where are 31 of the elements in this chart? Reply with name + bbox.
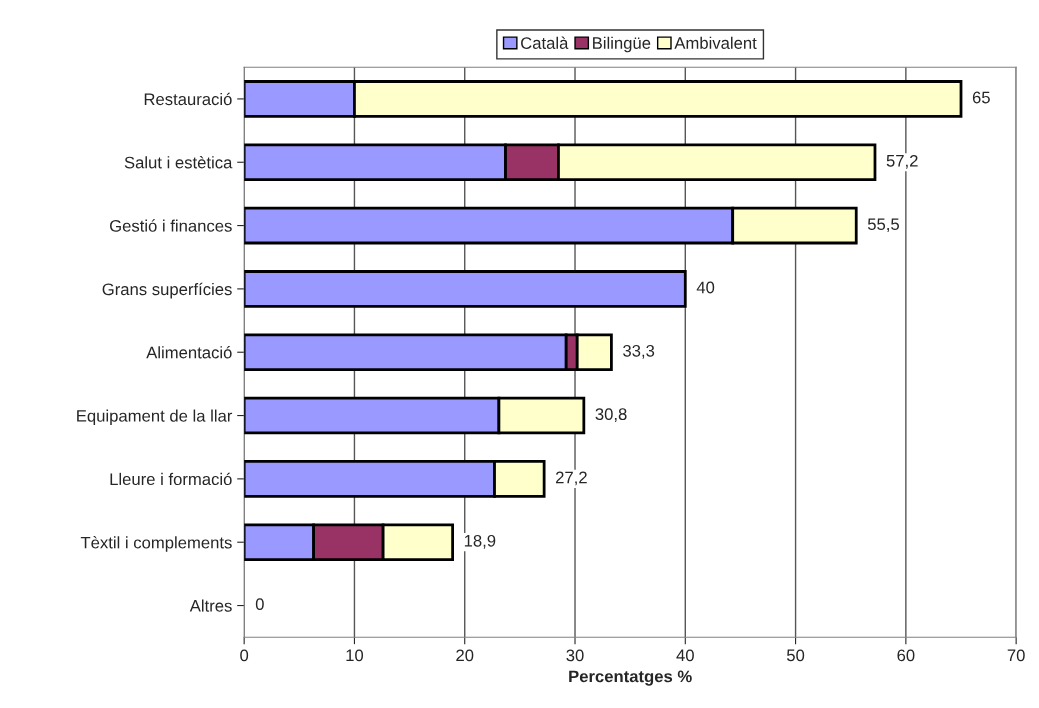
total-label: 33,3	[623, 344, 655, 359]
x-tick-label: 60	[897, 649, 915, 662]
total-label: 18,9	[464, 534, 496, 549]
total-label: 65	[972, 91, 990, 104]
x-tick-label: 0	[240, 649, 249, 662]
y-tick-label: Grans superfícies	[102, 282, 232, 299]
x-tick-label: 20	[456, 649, 474, 662]
y-tick-label: Tèxtil i complements	[80, 536, 232, 552]
total-label: 30,8	[595, 408, 627, 422]
x-tick-label: 40	[676, 649, 694, 662]
legend-label: Català	[521, 36, 569, 49]
total-label: 0	[255, 598, 264, 611]
y-tick-label: Altres	[189, 599, 232, 612]
legend-label: Bilingüe	[593, 36, 651, 53]
legend-label: Ambivalent	[674, 36, 757, 49]
x-tick-label: 50	[786, 649, 805, 662]
y-tick-label: Gestió i finances	[109, 219, 232, 232]
x-tick-label: 10	[346, 649, 364, 662]
y-tick-label: Salut i estètica	[124, 156, 233, 169]
y-tick-label: Alimentació	[146, 346, 232, 359]
x-tick-label: 70	[1007, 649, 1025, 662]
total-label: 55,5	[867, 218, 899, 233]
y-tick-label: Restauració	[144, 92, 232, 106]
total-label: 27,2	[556, 471, 587, 486]
x-tick-label: 30	[566, 649, 584, 662]
bar	[244, 270, 687, 308]
total-label: 57,2	[886, 154, 918, 169]
x-axis-title: Percentatges %	[569, 670, 692, 686]
y-tick-label: Lleure i formació	[110, 472, 232, 486]
total-label: 40	[696, 281, 715, 294]
y-tick-label: Equipament de la llar	[77, 409, 233, 426]
